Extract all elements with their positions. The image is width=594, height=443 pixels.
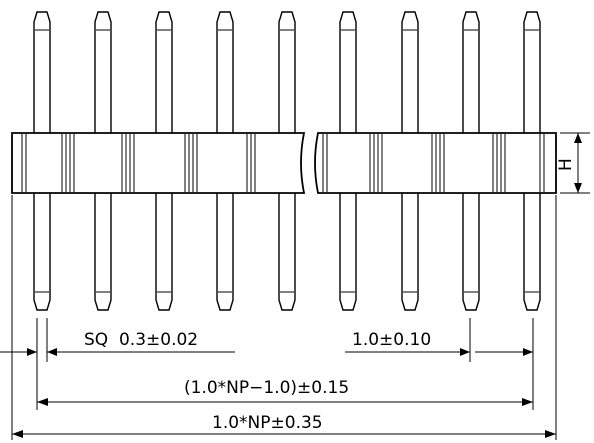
- pin: [155, 11, 173, 311]
- pins: [33, 11, 541, 311]
- rib-group: [184, 134, 198, 192]
- rib-group: [322, 134, 328, 192]
- pin: [401, 11, 419, 311]
- label-pin-square: SQ 0.3±0.02: [84, 330, 198, 350]
- insulator-body-right: [314, 132, 557, 194]
- pin: [523, 11, 541, 311]
- rib-group: [61, 134, 75, 192]
- rib-group: [539, 134, 545, 192]
- label-overall-length: 1.0*NP±0.35: [212, 413, 323, 433]
- insulator-body-left: [11, 132, 306, 194]
- label-height: H: [556, 158, 576, 171]
- insulator-bodies: [11, 132, 557, 194]
- rib-group: [121, 134, 135, 192]
- pin: [94, 11, 112, 311]
- label-pin-span: (1.0*NP−1.0)±0.15: [184, 378, 349, 398]
- rib-group: [431, 134, 445, 192]
- body-ribs: [21, 134, 545, 192]
- pin: [216, 11, 234, 311]
- rib-group: [246, 134, 256, 192]
- pin: [339, 11, 357, 311]
- rib-group: [369, 134, 383, 192]
- rib-group: [492, 134, 506, 192]
- pin: [462, 11, 480, 311]
- rib-group: [21, 134, 27, 192]
- pin: [33, 11, 51, 311]
- pin: [278, 11, 296, 311]
- label-pitch: 1.0±0.10: [352, 330, 431, 350]
- dimension-lines: [0, 133, 582, 438]
- extension-lines: [11, 132, 590, 440]
